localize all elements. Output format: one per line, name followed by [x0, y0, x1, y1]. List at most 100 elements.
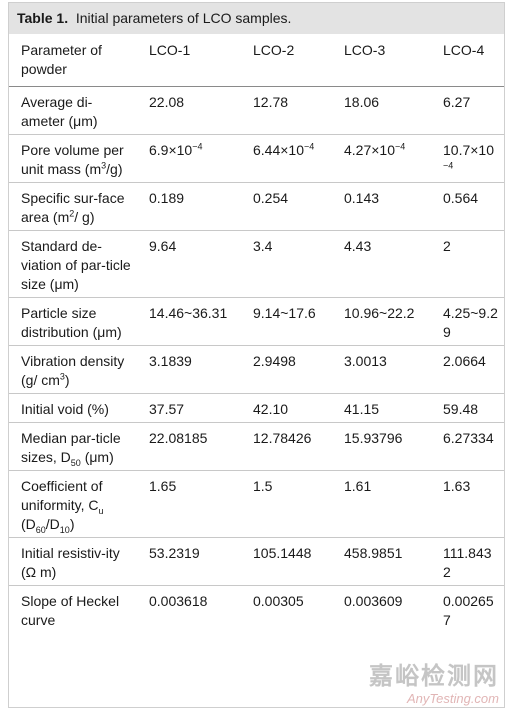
superscript: −4	[443, 160, 454, 171]
row: Specific sur-face area (m2/ g) 0.189 0.254…	[9, 182, 504, 231]
cell: 18.06	[332, 86, 431, 135]
cell: 22.08	[137, 86, 241, 135]
text: 6.44×10	[253, 142, 304, 158]
cell: 6.27334	[431, 422, 504, 471]
row: Coefficient of uniformity, Cu (D60/D10) 1…	[9, 470, 504, 538]
cell: 3.0013	[332, 345, 431, 394]
cell: 105.1448	[241, 537, 332, 586]
cell: 0.143	[332, 182, 431, 231]
cell: 6.9×10−4	[137, 134, 241, 183]
row-label: Vibration density (g/ cm3)	[9, 345, 137, 394]
watermark-site: AnyTesting.com	[406, 691, 499, 706]
cell: 10.96~22.2	[332, 297, 431, 346]
cell: 0.564	[431, 182, 504, 231]
cell: 3.1839	[137, 345, 241, 394]
cell: 0.00305	[253, 593, 304, 609]
table-body: Average di-ameter (μm) 22.08 12.78 18.06 6.2…	[9, 86, 504, 634]
caption-text: Initial parameters of LCO samples.	[75, 10, 292, 26]
cell: 4.43	[332, 230, 431, 298]
row-label: Particle size distribution (μm)	[9, 297, 137, 346]
cell: 111.8432	[431, 537, 504, 586]
caption: Table 1. Initial parameters of LCO sampl…	[9, 3, 504, 34]
text: )	[69, 516, 75, 532]
text: Pore volume per unit mass (m	[21, 142, 124, 177]
cell: 0.189	[137, 182, 241, 231]
watermark: 嘉峪检测网 AnyTesting.com	[369, 656, 499, 706]
superscript: −4	[192, 141, 203, 152]
cell: 6.44×10−4	[241, 134, 332, 183]
cell: 2	[431, 230, 504, 298]
cell: 15.93796	[332, 422, 431, 471]
cell: 4.27×10−4	[332, 134, 431, 183]
row-label: Initial resistiv-ity (Ω m)	[9, 537, 137, 586]
text: 10.7×10	[443, 142, 494, 158]
text: (μm)	[80, 449, 114, 465]
row: Initial resistiv-ity (Ω m) 53.2319 105.144…	[9, 537, 504, 586]
cell: 3.4	[241, 230, 332, 298]
text: /g)	[106, 161, 123, 177]
subscript: u	[98, 505, 104, 516]
cell: 0.002657	[443, 593, 494, 628]
watermark-name: 嘉峪检测网	[369, 663, 499, 690]
row-label: Specific sur-face area (m2/ g)	[9, 182, 137, 231]
cell: 12.78	[241, 86, 332, 135]
row: Particle size distribution (μm) 14.46~36.…	[9, 297, 504, 346]
header-cell: LCO-1	[137, 34, 241, 87]
cell: 0.003618	[149, 593, 208, 609]
cell: 458.9851	[332, 537, 431, 586]
cell: 0.003609	[344, 593, 403, 609]
cell: 59.48	[431, 393, 504, 423]
row: Vibration density (g/ cm3) 3.1839 2.9498 3.…	[9, 345, 504, 394]
text: (D	[21, 516, 36, 532]
row: Average di-ameter (μm) 22.08 12.78 18.06 6.2…	[9, 86, 504, 135]
cell: 12.78426	[241, 422, 332, 471]
row-label: Slope of Heckel curve	[21, 593, 120, 628]
cell: 14.46~36.31	[137, 297, 241, 346]
cell: 2.0664	[431, 345, 504, 394]
cell: 6.27	[431, 86, 504, 135]
row-label: Standard de-viation of par-ticle size (μ…	[9, 230, 137, 298]
cell: 22.08185	[137, 422, 241, 471]
row-label: Average di-ameter (μm)	[9, 86, 137, 135]
header-cell: Parameter of powder	[9, 34, 137, 87]
header-cell: LCO-2	[241, 34, 332, 87]
row: Standard de-viation of par-ticle size (μ…	[9, 230, 504, 298]
cell: 2.9498	[241, 345, 332, 394]
table: Parameter of powder LCO-1 LCO-2 LCO-3 LCO-4 …	[9, 34, 504, 633]
row: Initial void (%) 37.57 42.10 41.15 59.48	[9, 393, 504, 423]
text: Specific sur-face area (m	[21, 190, 125, 225]
header-cell: LCO-4	[431, 34, 504, 87]
cell: 42.10	[241, 393, 332, 423]
cell: 9.64	[137, 230, 241, 298]
table-header: Parameter of powder LCO-1 LCO-2 LCO-3 LCO-4	[9, 34, 504, 87]
row: Slope of Heckel curve 0.003618 0.00305 0.00…	[9, 586, 504, 634]
text: /D	[45, 516, 60, 532]
superscript: 3	[101, 160, 107, 171]
superscript: 2	[69, 208, 75, 219]
text: )	[64, 372, 70, 388]
text: Vibration density (g/ cm	[21, 353, 125, 388]
text: / g)	[74, 209, 95, 225]
cell: 4.25~9.29	[431, 297, 504, 346]
subscript: 60	[35, 524, 46, 535]
row-label: Coefficient of uniformity, Cu (D60/D10)	[9, 470, 137, 538]
cell: 0.254	[241, 182, 332, 231]
row-label: Median par-ticle sizes, D50 (μm)	[9, 422, 137, 471]
cell: 1.63	[431, 470, 504, 538]
header-cell: LCO-3	[332, 34, 431, 87]
text: Coefficient of uniformity, C	[21, 478, 103, 513]
text: Median par-ticle sizes, D	[21, 430, 121, 465]
row: Median par-ticle sizes, D50 (μm) 22.08185…	[9, 422, 504, 471]
subscript: 10	[59, 524, 70, 535]
cell: 41.15	[332, 393, 431, 423]
row-label: Initial void (%)	[9, 393, 137, 423]
table-frame: Table 1. Initial parameters of LCO sampl…	[8, 2, 505, 708]
superscript: 3	[59, 371, 65, 382]
superscript: −4	[395, 141, 406, 152]
header-row: Parameter of powder LCO-1 LCO-2 LCO-3 LCO-4	[9, 34, 504, 87]
row-label: Pore volume per unit mass (m3/g)	[9, 134, 137, 183]
subscript: 50	[70, 457, 81, 468]
caption-label: Table 1.	[17, 10, 69, 26]
cell: 9.14~17.6	[241, 297, 332, 346]
